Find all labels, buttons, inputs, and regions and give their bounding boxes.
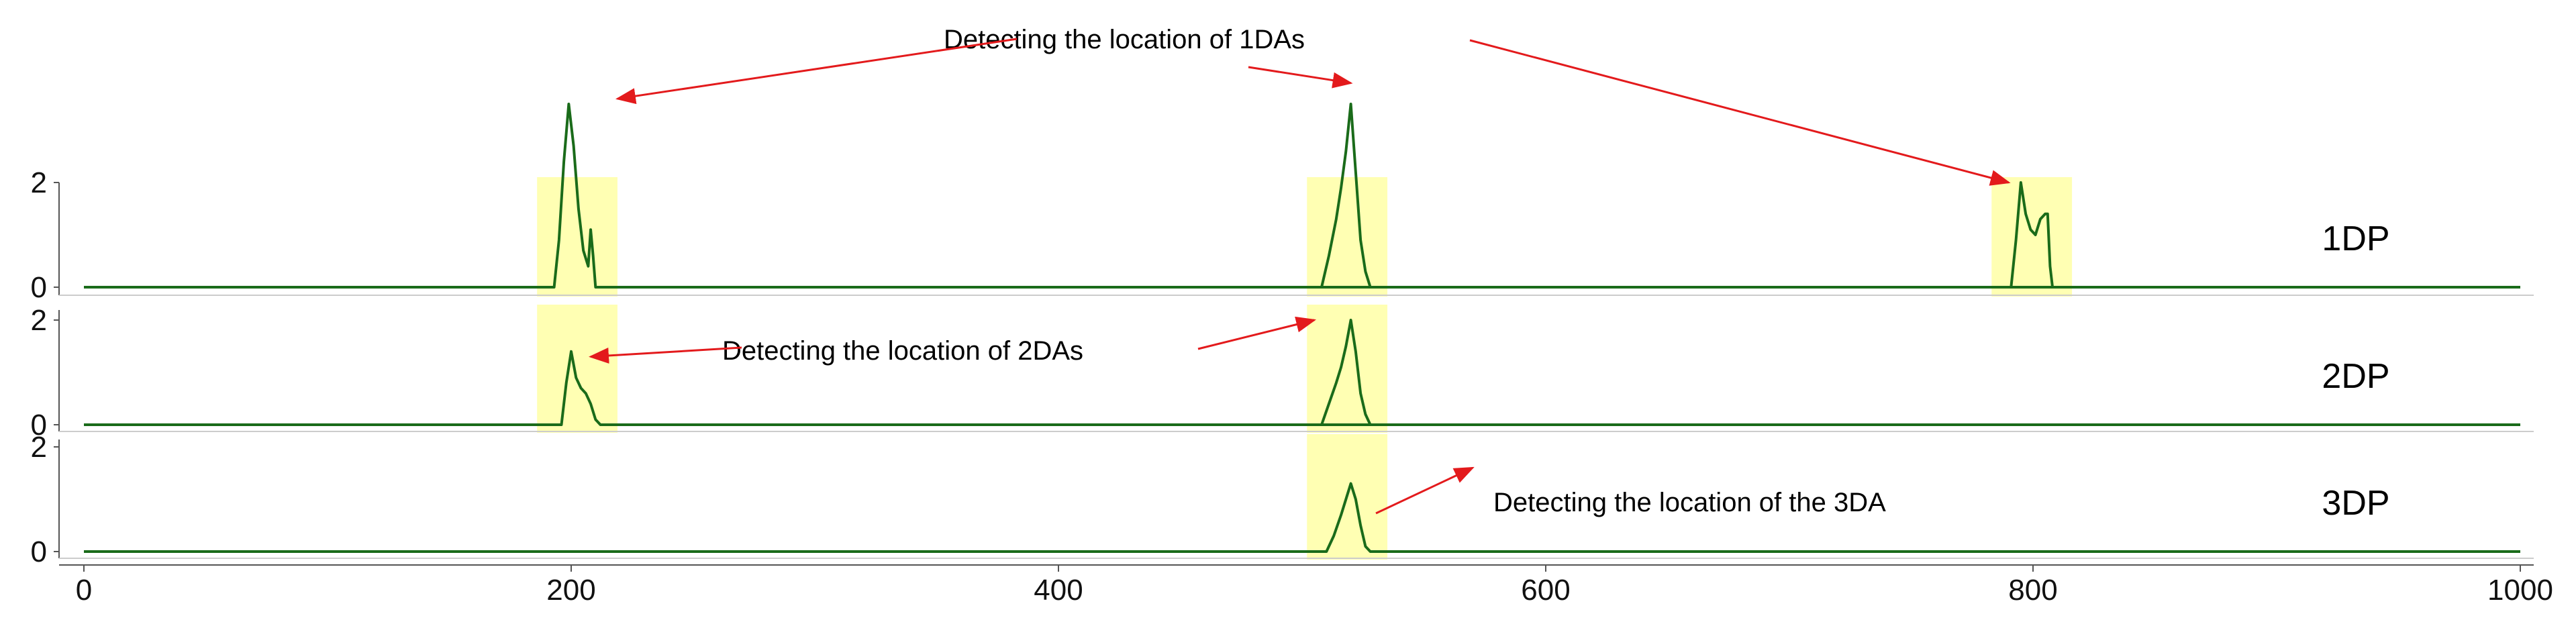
y-tick-label: 0 [31,271,47,304]
panel-label: 3DP [2322,484,2389,523]
series-line [84,482,2520,553]
highlight-band [537,305,617,433]
x-tick-label: 0 [76,574,92,607]
highlight-band [1991,177,2073,297]
annotation-arrow [1375,466,1475,515]
annotation-arrow [1197,316,1317,350]
annotation-text: Detecting the location of 1DAs [944,25,1305,54]
y-tick-label: 2 [31,166,47,199]
y-tick-label: 0 [31,409,47,442]
x-tick-label: 1000 [2487,574,2553,607]
series-line [1302,319,1375,426]
highlight-band [1307,305,1388,433]
annotation-arrow [1248,66,1353,89]
highlight-band [1307,177,1388,297]
annotation-text: Detecting the location of 2DAs [722,336,1083,366]
y-tick-label: 2 [31,304,47,337]
series-line [84,103,2520,289]
annotation-arrow [1469,39,2011,186]
x-tick-label: 600 [1521,574,1570,607]
y-tick-label: 2 [31,431,47,464]
panel-label: 2DP [2322,357,2389,396]
annotation-arrow [615,38,1018,105]
annotation-arrow [589,346,742,364]
y-tick-label: 0 [31,535,47,568]
x-tick-label: 800 [2008,574,2057,607]
panel-label: 1DP [2322,219,2389,258]
x-tick-label: 400 [1034,574,1083,607]
series-line [84,350,2520,426]
series-line [1302,103,1375,289]
x-tick-label: 200 [546,574,595,607]
series-line [1984,181,2082,289]
annotation-text: Detecting the location of the 3DA [1493,488,1886,517]
